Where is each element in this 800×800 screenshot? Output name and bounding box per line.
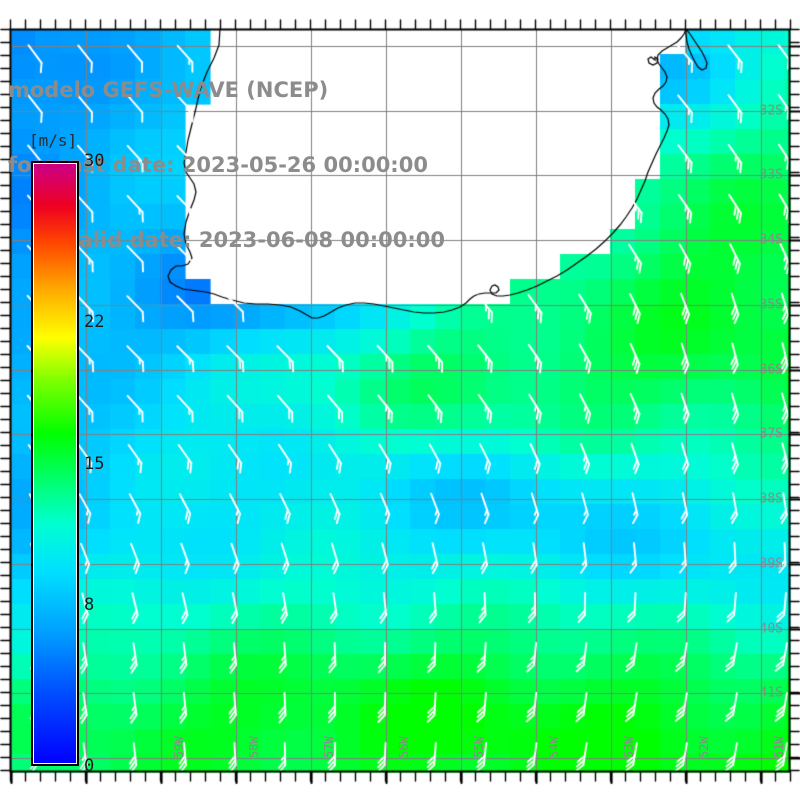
colorbar-gradient — [33, 163, 77, 764]
lon-label-55W: 55W — [472, 736, 486, 758]
lat-label-41S: 41S — [759, 685, 783, 701]
lat-label-38S: 38S — [759, 491, 783, 507]
lon-label-56W: 56W — [397, 736, 411, 758]
lat-label-35S: 35S — [759, 297, 783, 313]
colorbar-tick-8: 8 — [84, 594, 95, 615]
lat-label-40S: 40S — [759, 621, 783, 637]
lon-label-58W: 58W — [247, 736, 261, 758]
colorbar-tick-0: 0 — [84, 756, 95, 776]
colorbar-tick-30: 30 — [84, 151, 105, 171]
lon-label-51W: 51W — [772, 736, 786, 758]
lat-label-36S: 36S — [759, 362, 783, 378]
colorbar-units-label: [m/s] — [29, 131, 78, 150]
lon-label-53W: 53W — [622, 736, 636, 758]
lat-label-37S: 37S — [759, 426, 783, 442]
colorbar-tick-22: 22 — [84, 312, 105, 333]
lon-label-59W: 59W — [172, 736, 186, 758]
lon-label-52W: 52W — [697, 736, 711, 758]
lat-label-33S: 33S — [759, 167, 783, 183]
lon-label-57W: 57W — [322, 736, 336, 758]
lat-label-32S: 32S — [759, 103, 783, 119]
lon-label-54W: 54W — [547, 736, 561, 758]
lat-label-39S: 39S — [759, 556, 783, 572]
colorbar-tick-15: 15 — [84, 453, 105, 474]
lat-label-34S: 34S — [759, 232, 783, 248]
colorbar — [31, 161, 79, 766]
